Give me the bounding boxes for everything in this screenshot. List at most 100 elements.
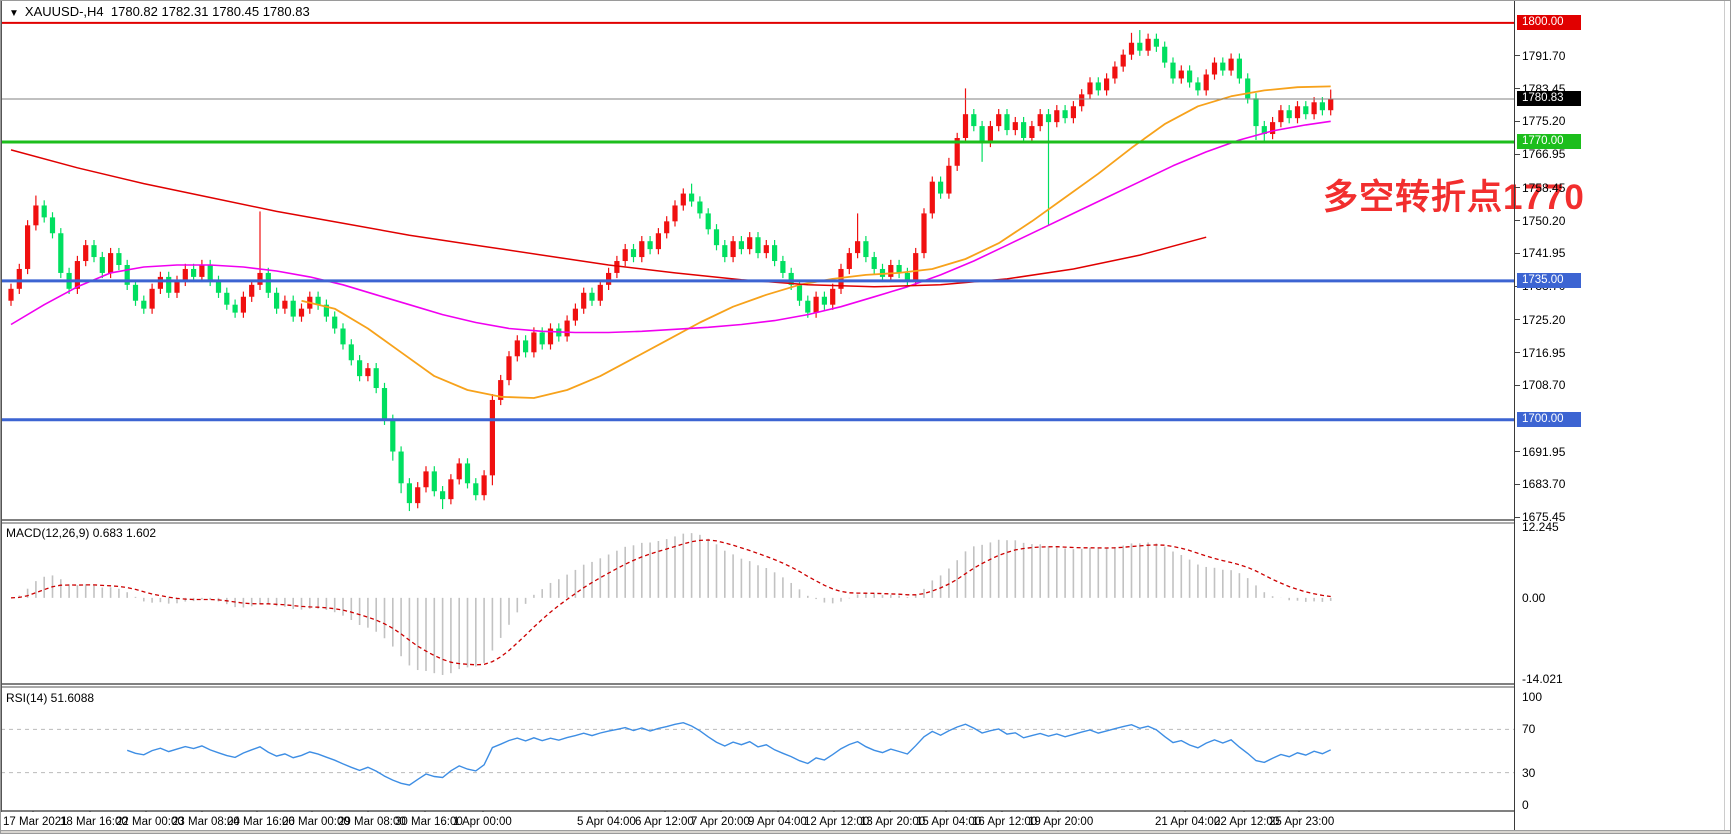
candle-up[interactable] <box>747 232 753 255</box>
candle-up[interactable] <box>1087 77 1093 100</box>
candle-up[interactable] <box>888 259 894 283</box>
candle-down[interactable] <box>523 335 529 358</box>
candle-down[interactable] <box>290 295 296 322</box>
candle-down[interactable] <box>58 228 64 279</box>
candle-up[interactable] <box>149 283 155 314</box>
candle-down[interactable] <box>1045 109 1052 226</box>
candle-up[interactable] <box>1070 101 1076 124</box>
candle-up[interactable] <box>1029 120 1035 144</box>
candle-up[interactable] <box>1203 69 1209 96</box>
candle-up[interactable] <box>830 283 836 310</box>
candle-down[interactable] <box>1286 105 1292 124</box>
candle-up[interactable] <box>614 255 620 279</box>
candle-down[interactable] <box>1062 105 1068 124</box>
candle-down[interactable] <box>821 291 827 310</box>
candle-down[interactable] <box>697 196 703 219</box>
candle-up[interactable] <box>1294 101 1301 124</box>
candle-down[interactable] <box>772 239 778 267</box>
candle-down[interactable] <box>215 275 222 298</box>
candle-down[interactable] <box>464 458 471 489</box>
candle-up[interactable] <box>639 236 645 263</box>
candle-down[interactable] <box>1187 65 1193 88</box>
candle-down[interactable] <box>398 446 404 494</box>
candle-up[interactable] <box>1012 116 1018 136</box>
candle-down[interactable] <box>315 291 321 310</box>
ma-red-slow[interactable] <box>10 149 1207 288</box>
candle-down[interactable] <box>1195 77 1201 96</box>
candle-down[interactable] <box>780 255 786 279</box>
candle-down[interactable] <box>390 414 396 461</box>
symbol-dropdown-icon[interactable]: ▼ <box>9 8 19 19</box>
candle-down[interactable] <box>132 279 139 306</box>
candle-up[interactable] <box>199 259 205 283</box>
candle-down[interactable] <box>1170 57 1176 84</box>
candle-down[interactable] <box>232 299 238 318</box>
candle-up[interactable] <box>606 267 612 291</box>
candle-up[interactable] <box>249 279 255 302</box>
candle-down[interactable] <box>274 287 280 314</box>
candle-up[interactable] <box>1228 53 1234 76</box>
candle-up[interactable] <box>672 200 678 227</box>
candle-down[interactable] <box>141 295 147 314</box>
candle-down[interactable] <box>1303 101 1309 120</box>
candle-down[interactable] <box>1245 73 1251 104</box>
candle-up[interactable] <box>730 236 736 263</box>
candle-down[interactable] <box>1004 109 1010 136</box>
candle-up[interactable] <box>597 279 603 306</box>
candle-down[interactable] <box>1137 30 1143 56</box>
candle-down[interactable] <box>713 224 720 251</box>
candle-up[interactable] <box>763 239 769 259</box>
candle-up[interactable] <box>1112 61 1118 84</box>
candle-up[interactable] <box>531 327 537 358</box>
candle-up[interactable] <box>448 474 454 505</box>
candle-up[interactable] <box>996 109 1002 132</box>
candle-up[interactable] <box>240 291 246 318</box>
candle-down[interactable] <box>265 267 271 298</box>
candle-down[interactable] <box>705 208 711 235</box>
candle-down[interactable] <box>124 259 130 291</box>
candle-up[interactable] <box>365 363 371 382</box>
candle-down[interactable] <box>863 236 869 263</box>
candle-down[interactable] <box>1261 120 1267 143</box>
candle-down[interactable] <box>755 232 761 259</box>
candle-down[interactable] <box>166 271 172 298</box>
candle-down[interactable] <box>871 251 877 275</box>
candle-down[interactable] <box>440 486 446 510</box>
candle-up[interactable] <box>174 275 180 298</box>
candle-down[interactable] <box>323 299 329 322</box>
chart-canvas[interactable] <box>1 1 1514 830</box>
candle-up[interactable] <box>1128 32 1135 60</box>
candle-up[interactable] <box>921 208 927 259</box>
candle-up[interactable] <box>946 157 952 199</box>
candle-up[interactable] <box>1178 65 1184 84</box>
candle-down[interactable] <box>348 339 354 366</box>
candle-down[interactable] <box>904 267 910 287</box>
candle-down[interactable] <box>116 247 122 271</box>
candle-up[interactable] <box>25 220 31 275</box>
candle-up[interactable] <box>481 470 487 501</box>
candle-up[interactable] <box>298 303 305 322</box>
candle-down[interactable] <box>340 323 346 350</box>
candle-up[interactable] <box>846 247 852 275</box>
candle-up[interactable] <box>16 263 22 294</box>
candle-up[interactable] <box>8 283 14 306</box>
candle-down[interactable] <box>91 239 97 263</box>
candle-down[interactable] <box>722 239 728 263</box>
candle-up[interactable] <box>664 216 670 239</box>
candle-up[interactable] <box>257 211 263 291</box>
candle-up[interactable] <box>1328 89 1334 116</box>
candle-down[interactable] <box>1162 41 1168 68</box>
candle-down[interactable] <box>788 267 794 291</box>
candle-down[interactable] <box>357 355 363 382</box>
candle-down[interactable] <box>1021 116 1027 144</box>
candle-up[interactable] <box>1145 33 1151 56</box>
candle-down[interactable] <box>647 236 653 255</box>
candle-down[interactable] <box>738 236 744 255</box>
candle-up[interactable] <box>1104 73 1110 96</box>
candle-up[interactable] <box>572 303 578 326</box>
candle-up[interactable] <box>1311 97 1317 120</box>
candle-up[interactable] <box>415 482 421 509</box>
candle-up[interactable] <box>456 458 462 485</box>
candle-down[interactable] <box>1095 77 1101 96</box>
time-axis[interactable] <box>1 812 1514 830</box>
